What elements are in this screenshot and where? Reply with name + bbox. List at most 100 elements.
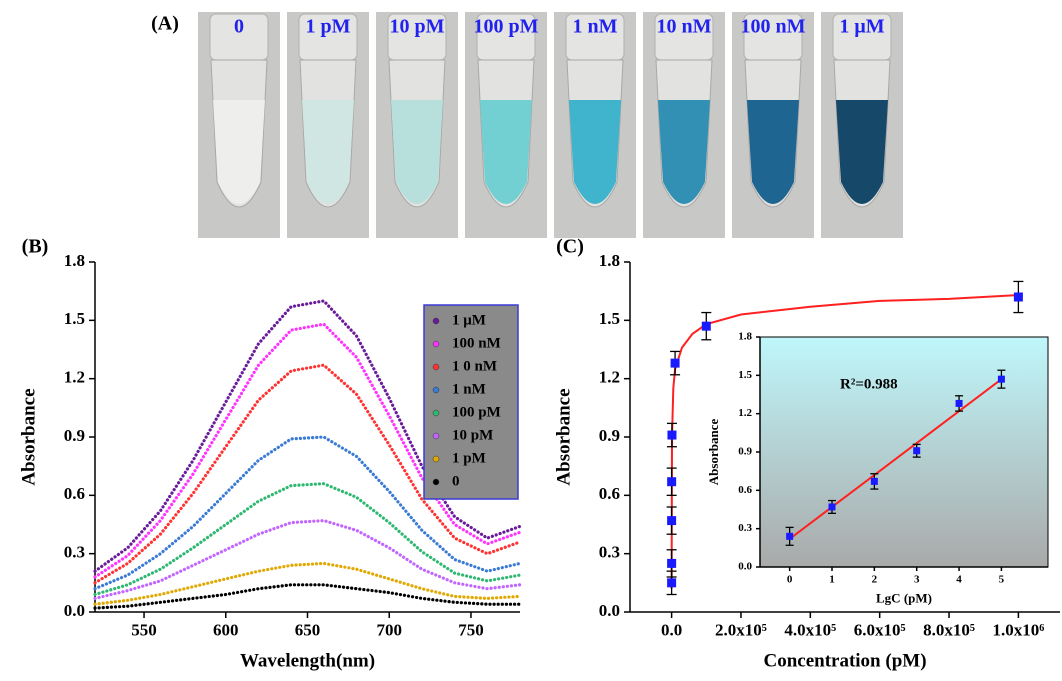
tube-label: 1 pM (306, 16, 351, 38)
data-point (913, 447, 921, 455)
x-tick-label: 8.0x10⁵ (923, 621, 975, 640)
spectrum-line (93, 583, 522, 610)
x-tick-label: 6.0x10⁵ (854, 621, 906, 640)
legend-marker (432, 363, 440, 371)
tube-label: 100 pM (474, 16, 539, 38)
tube-liquid (213, 100, 265, 204)
y-tick-label: 0.6 (599, 484, 620, 503)
legend-label: 0 (452, 473, 460, 489)
y-tick-label: 0.9 (738, 446, 752, 458)
tube-label: 10 nM (657, 16, 712, 38)
y-tick-label: 0.0 (64, 601, 85, 620)
tube-liquid (658, 100, 710, 204)
x-tick-label: 1.0x10⁶ (992, 621, 1044, 640)
legend-marker (432, 317, 440, 325)
y-tick-label: 0.0 (738, 561, 752, 573)
x-tick-label: 2 (872, 573, 878, 585)
data-point (701, 321, 711, 331)
tube-liquid (747, 100, 799, 204)
y-axis-title: Absorbance (706, 419, 721, 486)
panel-label: (A) (151, 13, 179, 35)
spectrum-line (93, 482, 522, 597)
y-tick-label: 0.6 (738, 484, 752, 496)
x-tick-label: 750 (458, 621, 484, 640)
legend-marker (432, 478, 440, 486)
x-tick-label: 600 (213, 621, 239, 640)
data-point (997, 375, 1005, 383)
y-tick-label: 0.0 (599, 601, 620, 620)
tube-label: 1 μM (839, 16, 884, 38)
spectrum-line (93, 518, 522, 600)
tube-liquid (391, 100, 443, 204)
y-tick-label: 0.6 (64, 484, 85, 503)
fit-line (788, 378, 1003, 540)
data-point (828, 503, 836, 511)
tube-label: 0 (234, 16, 244, 38)
legend-marker (432, 340, 440, 348)
y-tick-label: 1.2 (738, 407, 752, 419)
tube-label: 100 nM (741, 16, 806, 38)
x-tick-label: 650 (295, 621, 321, 640)
y-tick-label: 1.2 (64, 368, 85, 387)
legend-label: 1 nM (452, 381, 486, 397)
x-tick-label: 2.0x10⁵ (715, 621, 767, 640)
data-point (667, 477, 677, 487)
legend-label: 100 nM (452, 335, 501, 351)
x-tick-label: 1 (829, 573, 835, 585)
y-tick-label: 0.9 (64, 426, 85, 445)
data-point (786, 532, 794, 540)
data-point (1013, 292, 1023, 302)
x-tick-label: 0.0 (661, 621, 682, 640)
x-tick-label: 700 (376, 621, 402, 640)
legend-marker (432, 386, 440, 394)
panel-label: (C) (556, 236, 584, 258)
x-tick-label: 5 (999, 573, 1005, 585)
y-tick-label: 1.5 (738, 369, 752, 381)
y-axis-title: Absorbance (18, 388, 39, 485)
data-point (955, 399, 963, 407)
tube-liquid (836, 100, 888, 204)
x-tick-label: 550 (131, 621, 157, 640)
panel-label: (B) (22, 236, 49, 258)
tube-liquid (302, 100, 354, 204)
spectrum-line (93, 435, 522, 591)
y-tick-label: 0.3 (64, 543, 85, 562)
tube-label: 1 nM (573, 16, 618, 38)
x-tick-label: 4.0x10⁵ (784, 621, 836, 640)
legend-label: 100 pM (452, 404, 501, 420)
y-tick-label: 0.3 (738, 522, 752, 534)
y-tick-label: 0.3 (599, 543, 620, 562)
spectrum-line (93, 322, 522, 579)
legend-marker (432, 455, 440, 463)
x-axis-title: LgC (pM) (876, 591, 932, 606)
fit-line (670, 294, 1019, 589)
x-axis-title: Wavelength(nm) (240, 651, 375, 672)
x-tick-label: 4 (956, 573, 962, 585)
y-tick-label: 1.8 (64, 251, 85, 270)
spectrum-line (93, 561, 522, 606)
y-tick-label: 1.2 (599, 368, 620, 387)
y-tick-label: 1.8 (738, 331, 752, 343)
legend-label: 1 0 nM (452, 358, 497, 374)
annotation: R²=0.988 (840, 376, 898, 392)
data-point (667, 558, 677, 568)
legend-marker (432, 409, 440, 417)
spectrum-line (93, 299, 522, 573)
tube-liquid (569, 100, 621, 204)
legend-label: 1 μM (452, 312, 486, 328)
x-tick-label: 3 (914, 573, 920, 585)
tube-liquid (480, 100, 532, 204)
legend-label: 10 pM (452, 427, 493, 443)
legend-box (423, 304, 519, 500)
data-point (667, 516, 677, 526)
legend-marker (432, 432, 440, 440)
y-tick-label: 1.5 (64, 309, 85, 328)
data-point (667, 430, 677, 440)
y-tick-label: 1.8 (599, 251, 620, 270)
x-tick-label: 0 (787, 573, 793, 585)
data-point (870, 477, 878, 485)
y-tick-label: 0.9 (599, 426, 620, 445)
x-axis-title: Concentration (pM) (763, 651, 926, 672)
